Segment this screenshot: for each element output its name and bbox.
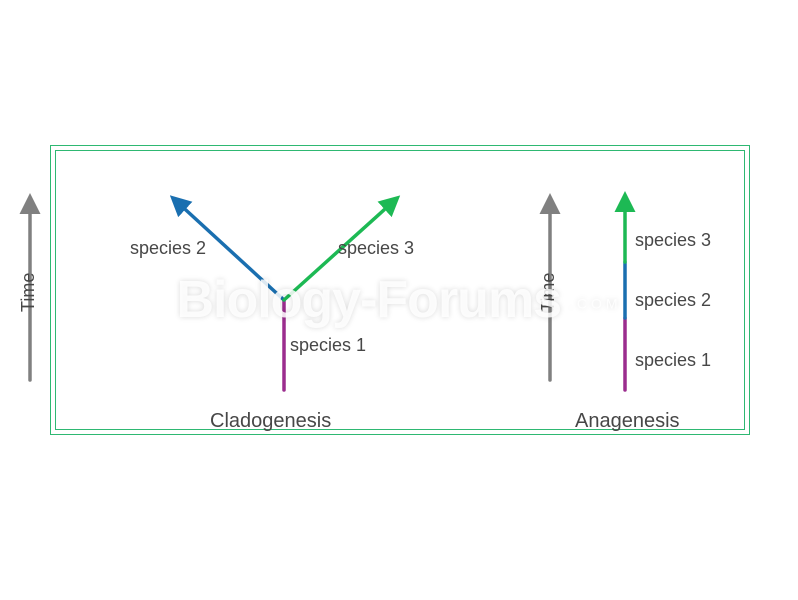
- watermark: Biology-Forums .COM: [176, 270, 621, 330]
- text: species 1: [290, 335, 366, 355]
- text: Cladogenesis: [210, 410, 331, 432]
- watermark-suffix: .COM: [561, 295, 621, 311]
- clado-species1-label: species 1: [290, 335, 366, 356]
- watermark-text: Biology-Forums: [176, 271, 561, 329]
- text: species 2: [635, 290, 711, 310]
- clado-species2-label: species 2: [130, 238, 206, 259]
- clado-species3-label: species 3: [338, 238, 414, 259]
- ana-species1-label: species 1: [635, 350, 711, 371]
- text: Anagenesis: [575, 410, 680, 432]
- text: species 3: [338, 238, 414, 258]
- clado-title: Cladogenesis: [210, 410, 331, 433]
- ana-title: Anagenesis: [575, 410, 680, 433]
- ana-species2-label: species 2: [635, 290, 711, 311]
- text: species 2: [130, 238, 206, 258]
- time-text-left: Time: [18, 273, 38, 312]
- time-label-left: Time: [18, 273, 39, 312]
- text: species 1: [635, 350, 711, 370]
- ana-species3-label: species 3: [635, 230, 711, 251]
- text: species 3: [635, 230, 711, 250]
